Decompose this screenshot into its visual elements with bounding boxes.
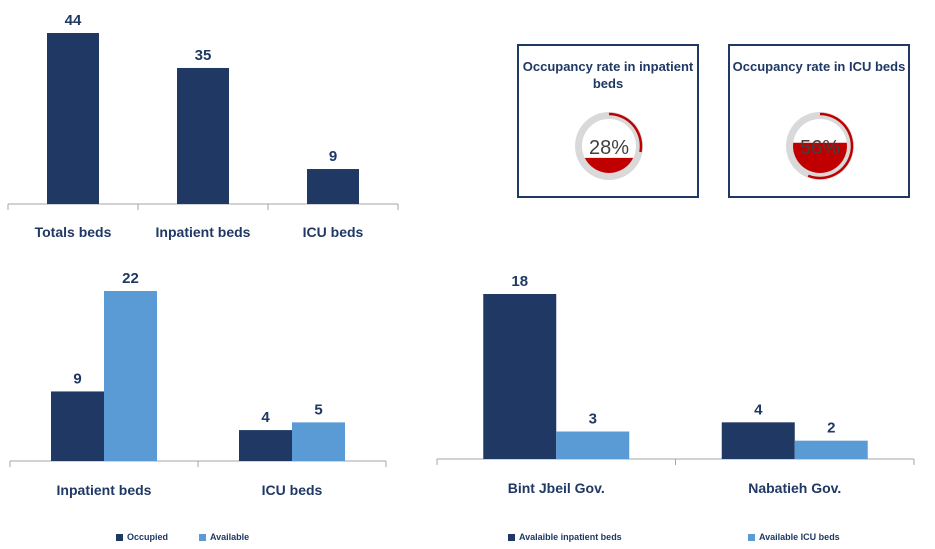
category-label: ICU beds [262, 482, 323, 498]
data-label: 35 [195, 47, 212, 64]
data-label: 9 [73, 370, 81, 387]
gauge-icon: 56% [786, 112, 854, 180]
gauge-fill [793, 142, 847, 173]
kpi-title: Occupancy rate in inpatient beds [522, 59, 694, 91]
legend-swatch [199, 533, 206, 541]
legend-occupied: Occupied [116, 532, 168, 542]
kpi-icu-occupancy: Occupancy rate in ICU beds 56% [728, 44, 910, 198]
bar [104, 291, 157, 461]
legend-swatch [116, 533, 123, 541]
bar [51, 391, 104, 461]
data-label: 2 [827, 420, 835, 437]
legend-label: Available ICU beds [759, 532, 840, 542]
legend-label: Avalaible inpatient beds [519, 532, 622, 542]
gauge-fill [584, 157, 634, 173]
gauge-icon: 28% [575, 112, 643, 180]
data-label: 3 [589, 411, 597, 428]
category-label: Inpatient beds [156, 224, 251, 240]
bar [239, 430, 292, 461]
data-label: 5 [314, 401, 322, 418]
data-label: 18 [511, 273, 528, 290]
legend-label: Occupied [127, 532, 169, 542]
data-label: 4 [261, 409, 270, 426]
category-label: Totals beds [35, 224, 112, 240]
gauge-arc [608, 112, 643, 153]
bar [177, 67, 229, 205]
category-label: Inpatient beds [57, 482, 152, 498]
data-label: 44 [65, 12, 82, 29]
bar [307, 169, 359, 204]
legend-icu-available: Available ICU beds [748, 532, 840, 542]
gauge-arc [807, 112, 854, 180]
bar [794, 440, 868, 459]
kpi-title: Occupancy rate in ICU beds [732, 59, 906, 74]
legend-swatch [748, 533, 755, 541]
legend-label: Available [210, 532, 250, 542]
bar [556, 431, 630, 459]
bar [292, 422, 345, 461]
legend-available: Available [199, 532, 249, 542]
bar [47, 33, 99, 204]
bar [721, 422, 795, 459]
category-label: Bint Jbeil Gov. [508, 480, 605, 496]
category-label: ICU beds [303, 224, 364, 240]
data-label: 22 [122, 270, 139, 287]
kpi-inpatient-occupancy: Occupancy rate in inpatient beds 28% [517, 44, 699, 198]
data-label: 4 [754, 401, 763, 418]
legend-inpatient-available: Avalaible inpatient beds [508, 532, 622, 542]
gauge-value: 56% [800, 137, 840, 159]
legend-swatch [508, 533, 515, 541]
bar [483, 294, 557, 459]
category-label: Nabatieh Gov. [748, 480, 841, 496]
data-label: 9 [329, 148, 337, 165]
gauge-value: 28% [589, 137, 629, 159]
